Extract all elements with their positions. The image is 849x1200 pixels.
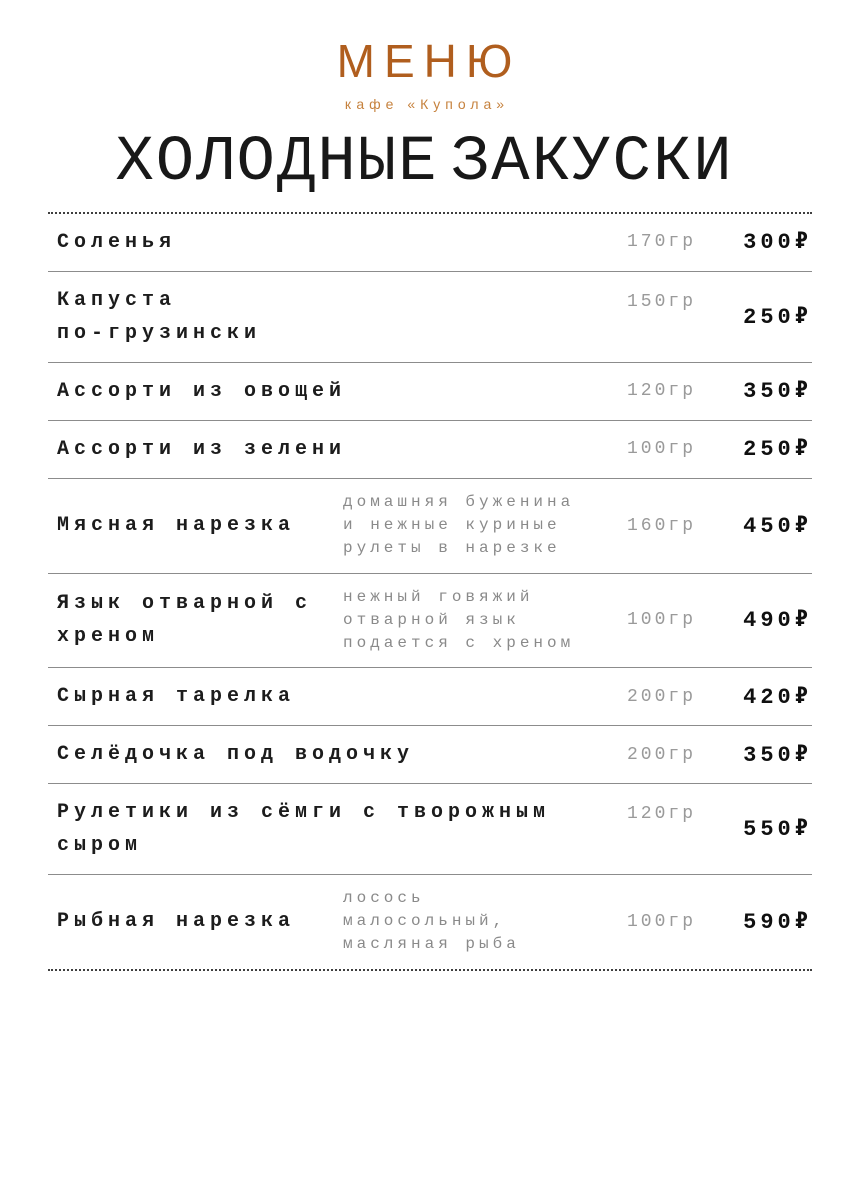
item-desc: лосось малосольный, масляная рыба (343, 889, 520, 954)
item-price: 250₽ (743, 304, 812, 330)
menu-item-row: Сырная тарелка 200гр 420₽ (48, 668, 812, 727)
item-name: Рулетики из сёмги с творожным сыром (57, 801, 551, 858)
menu-header: МЕНЮ кафе «Купола» (0, 0, 849, 112)
item-price: 450₽ (743, 513, 812, 539)
menu-item-row: Ассорти из зелени 100гр 250₽ (48, 421, 812, 479)
item-name: Ассорти из зелени (57, 437, 347, 461)
menu-item-row: Рулетики из сёмги с творожным сыром 120г… (48, 784, 812, 876)
item-name: Рыбная нарезка (57, 910, 296, 934)
item-name: Язык отварной с хреном (57, 592, 313, 649)
item-weight: 120гр (627, 804, 697, 825)
menu-title: МЕНЮ (336, 35, 522, 87)
cafe-name: кафе «Купола» (344, 95, 510, 112)
item-name: Селёдочка под водочку (57, 743, 415, 767)
item-name: Соленья (57, 230, 177, 254)
menu-item-row: Рыбная нарезка лосось малосольный, масля… (48, 875, 812, 971)
item-weight: 100гр (627, 439, 697, 460)
item-weight: 160гр (627, 515, 697, 536)
menu-item-row: Селёдочка под водочку 200гр 350₽ (48, 726, 812, 785)
item-price: 350₽ (743, 379, 812, 405)
item-name: Ассорти из овощей (57, 379, 347, 403)
item-weight: 200гр (627, 686, 697, 707)
item-price: 550₽ (743, 817, 812, 843)
menu-item-row: Язык отварной с хреном нежный говяжий от… (48, 574, 812, 669)
menu-item-row: Ассорти из овощей 120гр 350₽ (48, 363, 812, 421)
menu-item-row: Капуста по-грузински 150гр 250₽ (48, 272, 812, 363)
menu-item-row: Соленья 170гр 300₽ (48, 214, 812, 272)
section-title: ХОЛОДНЫЕ ЗАКУСКИ (115, 126, 734, 199)
item-weight: 100гр (627, 911, 697, 932)
item-desc: домашняя буженина и нежные куриные рулет… (343, 492, 575, 558)
item-name: Мясная нарезка (57, 514, 296, 538)
item-price: 420₽ (743, 684, 812, 710)
item-name: Капуста по-грузински (57, 288, 262, 345)
menu-item-row: Мясная нарезка домашняя буженина и нежны… (48, 479, 812, 574)
item-price: 300₽ (743, 230, 812, 256)
item-name: Сырная тарелка (57, 685, 296, 709)
item-weight: 120гр (627, 381, 697, 402)
item-weight: 150гр (627, 291, 697, 312)
menu-list: Соленья 170гр 300₽ Капуста по-грузински … (48, 211, 812, 971)
item-weight: 170гр (627, 232, 697, 253)
item-weight: 100гр (627, 610, 697, 631)
item-price: 250₽ (743, 437, 812, 463)
item-price: 590₽ (743, 909, 812, 935)
item-price: 350₽ (743, 742, 812, 768)
item-weight: 200гр (627, 744, 697, 765)
item-price: 490₽ (743, 608, 812, 634)
item-desc: нежный говяжий отварной язык подается с … (343, 587, 575, 652)
